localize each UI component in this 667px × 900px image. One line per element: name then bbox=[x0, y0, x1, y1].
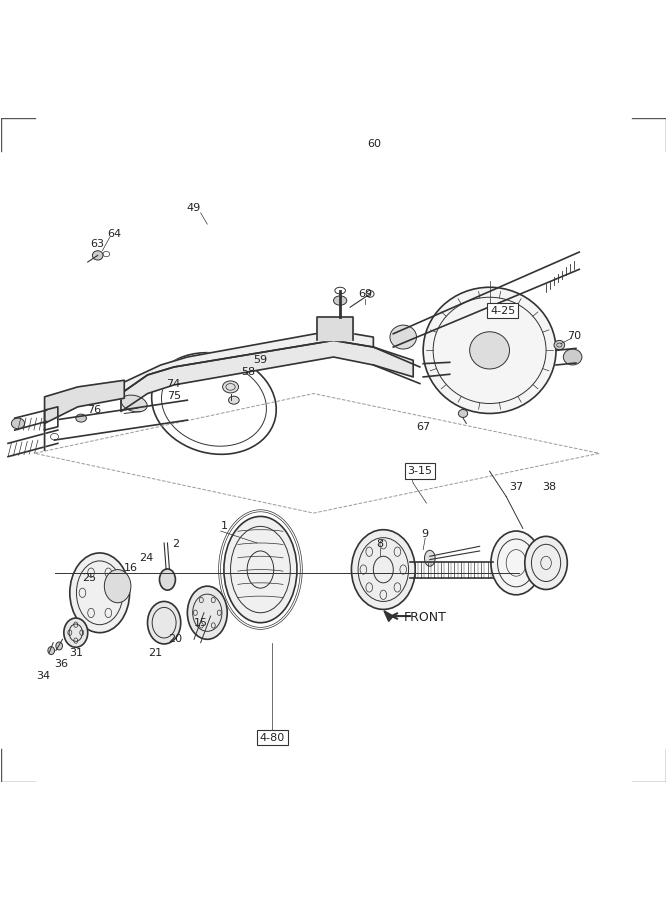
Ellipse shape bbox=[93, 251, 103, 260]
Ellipse shape bbox=[187, 586, 227, 639]
Polygon shape bbox=[121, 330, 374, 393]
Text: 49: 49 bbox=[187, 202, 201, 212]
Ellipse shape bbox=[56, 642, 63, 650]
Ellipse shape bbox=[424, 550, 435, 566]
Polygon shape bbox=[384, 611, 394, 621]
Ellipse shape bbox=[121, 395, 147, 412]
Ellipse shape bbox=[104, 570, 131, 603]
Text: 69: 69 bbox=[358, 289, 372, 299]
Ellipse shape bbox=[48, 646, 55, 654]
Polygon shape bbox=[45, 407, 58, 430]
Text: 9: 9 bbox=[422, 529, 429, 539]
Text: 38: 38 bbox=[542, 482, 556, 491]
Text: 76: 76 bbox=[87, 405, 101, 415]
Text: 60: 60 bbox=[368, 140, 382, 149]
Text: 75: 75 bbox=[167, 391, 181, 401]
Text: 4-25: 4-25 bbox=[490, 305, 516, 316]
Text: 31: 31 bbox=[69, 648, 83, 658]
Text: 58: 58 bbox=[241, 367, 255, 377]
Text: 3-15: 3-15 bbox=[408, 466, 432, 476]
Text: 63: 63 bbox=[91, 239, 105, 249]
Text: 21: 21 bbox=[149, 648, 163, 658]
Text: 70: 70 bbox=[567, 331, 581, 341]
Ellipse shape bbox=[564, 349, 582, 365]
Text: 37: 37 bbox=[509, 482, 523, 491]
Ellipse shape bbox=[11, 418, 25, 428]
Text: 25: 25 bbox=[82, 572, 96, 582]
Polygon shape bbox=[45, 381, 124, 450]
Ellipse shape bbox=[70, 553, 129, 633]
Ellipse shape bbox=[76, 414, 87, 422]
Ellipse shape bbox=[390, 325, 416, 349]
Ellipse shape bbox=[470, 332, 510, 369]
Text: 4-80: 4-80 bbox=[259, 733, 285, 742]
Polygon shape bbox=[317, 317, 354, 340]
Text: 20: 20 bbox=[168, 634, 183, 644]
Ellipse shape bbox=[223, 381, 239, 393]
Text: 67: 67 bbox=[416, 422, 430, 432]
Ellipse shape bbox=[64, 618, 88, 647]
Ellipse shape bbox=[147, 601, 181, 644]
Text: 34: 34 bbox=[36, 670, 50, 680]
Ellipse shape bbox=[159, 569, 175, 590]
Text: 59: 59 bbox=[253, 356, 267, 365]
Ellipse shape bbox=[224, 517, 297, 623]
Text: FRONT: FRONT bbox=[404, 611, 447, 624]
Ellipse shape bbox=[423, 287, 556, 413]
Ellipse shape bbox=[458, 410, 468, 418]
Polygon shape bbox=[121, 340, 414, 411]
Text: 64: 64 bbox=[107, 230, 121, 239]
Text: 74: 74 bbox=[165, 379, 180, 389]
Ellipse shape bbox=[229, 396, 239, 404]
Text: 2: 2 bbox=[172, 539, 179, 549]
Text: 36: 36 bbox=[54, 659, 68, 669]
Ellipse shape bbox=[525, 536, 568, 590]
Ellipse shape bbox=[334, 296, 347, 305]
Text: 16: 16 bbox=[124, 563, 138, 573]
Ellipse shape bbox=[554, 340, 565, 350]
Text: 8: 8 bbox=[376, 539, 384, 549]
Ellipse shape bbox=[352, 530, 415, 609]
Text: 15: 15 bbox=[193, 617, 207, 627]
Text: 24: 24 bbox=[139, 553, 153, 562]
Text: 1: 1 bbox=[220, 521, 227, 531]
Ellipse shape bbox=[491, 531, 542, 595]
